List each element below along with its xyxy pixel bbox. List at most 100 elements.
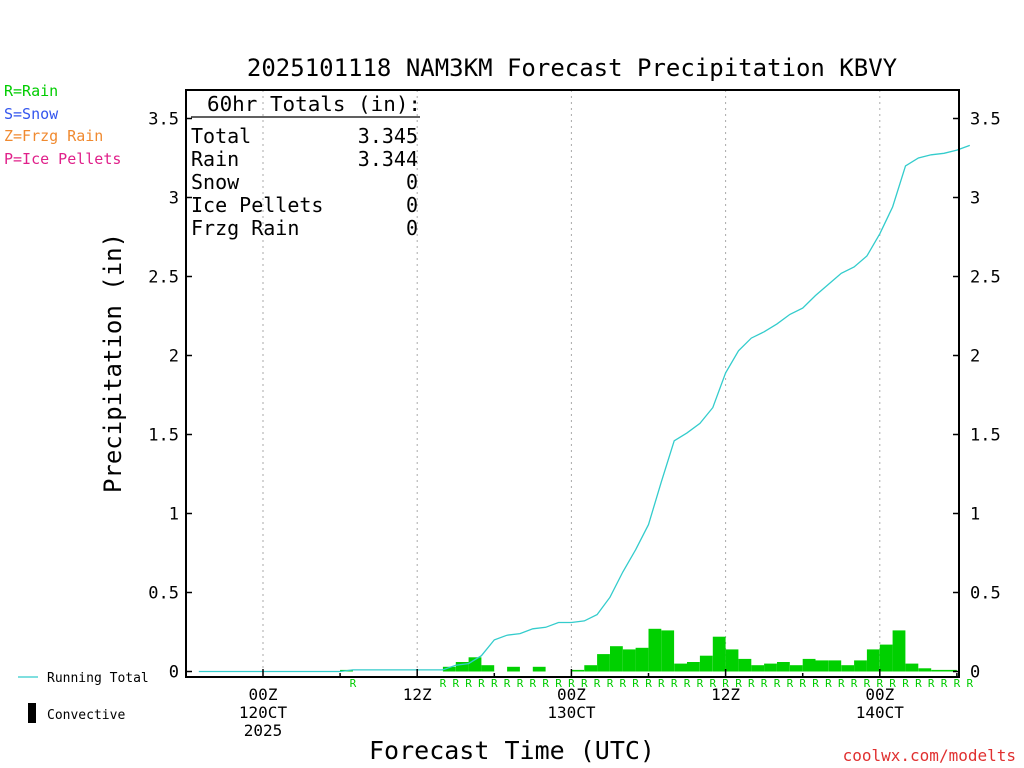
y-tick-label-left: 2.5 — [148, 268, 179, 288]
rain-bar — [442, 666, 456, 672]
rain-bar — [648, 628, 662, 672]
ptype-marker-rain: R — [748, 677, 755, 690]
ptype-marker-rain: R — [851, 677, 858, 690]
running-total-legend-label: Running Total — [47, 671, 149, 686]
ptype-marker-rain: R — [350, 677, 357, 690]
rain-bar — [764, 663, 777, 672]
ptype-marker-rain: R — [581, 677, 588, 690]
rain-bar — [674, 663, 687, 672]
y-tick-label-right: 0.5 — [970, 584, 1001, 604]
x-axis-label: Forecast Time (UTC) — [369, 736, 655, 765]
running-total-line — [198, 144, 971, 673]
convective-legend-swatch — [28, 703, 36, 723]
ptype-marker-rain: R — [761, 677, 768, 690]
ptype-marker-rain: R — [876, 677, 883, 690]
y-tick-label-left: 0.5 — [148, 584, 179, 604]
ptype-marker-rain: R — [529, 677, 536, 690]
x-tick-label: 120CT — [239, 703, 288, 722]
ptype-marker-rain: R — [697, 677, 704, 690]
convective-legend-label: Convective — [47, 708, 125, 723]
totals-label-rain: Rain — [191, 147, 239, 171]
legend-rain: R=Rain — [4, 82, 58, 100]
totals-header: 60hr Totals (in): — [207, 92, 421, 116]
x-tick-label: 12Z — [711, 685, 740, 704]
rain-bar — [610, 646, 623, 672]
rain-bar — [481, 665, 495, 672]
rain-bar — [802, 658, 816, 672]
ptype-marker-rain: R — [671, 677, 678, 690]
totals-value-total: 3.345 — [358, 124, 418, 148]
x-tick-label: 00Z — [865, 685, 894, 704]
y-tick-label-right: 3 — [970, 189, 980, 209]
totals-label-snow: Snow — [191, 170, 240, 194]
x-tick-label: 00Z — [557, 685, 586, 704]
rain-bar — [918, 668, 932, 672]
y-tick-label-right: 1.5 — [970, 426, 1001, 446]
rain-bar — [712, 636, 726, 672]
rain-bar — [584, 665, 598, 672]
ptype-marker-rain: R — [915, 677, 922, 690]
rain-bar — [571, 669, 585, 672]
rain-bar — [854, 660, 867, 672]
totals-label-total: Total — [191, 124, 251, 148]
totals-box: 60hr Totals (in): Total 3.345 Rain 3.344… — [191, 92, 421, 240]
x-tick-label: 00Z — [249, 685, 278, 704]
y-tick-label-left: 3.5 — [148, 110, 179, 130]
plot-frame — [185, 89, 960, 678]
rain-bar — [738, 658, 752, 672]
y-tick-label-left: 2 — [169, 347, 179, 367]
rain-bar — [661, 630, 675, 672]
rain-bar — [931, 669, 944, 672]
y-tick-label-right: 2.5 — [970, 268, 1001, 288]
y-tick-label-left: 1 — [169, 505, 179, 525]
rain-bar — [944, 669, 957, 672]
ptype-marker-rain: R — [709, 677, 716, 690]
rain-bar — [699, 655, 713, 672]
ptype-marker-rain: R — [941, 677, 948, 690]
x-tick-label: 12Z — [403, 685, 432, 704]
totals-value-snow: 0 — [406, 170, 418, 194]
legend-ice-pellets: P=Ice Pellets — [4, 150, 121, 168]
rain-bar — [455, 662, 469, 672]
x-tick-label: 130CT — [547, 703, 596, 722]
ptype-marker-rain: R — [491, 677, 498, 690]
ptype-marker-rain: R — [594, 677, 601, 690]
ptype-marker-rain: R — [799, 677, 806, 690]
ptype-marker-rain: R — [889, 677, 896, 690]
rain-bar — [905, 663, 919, 672]
ptype-marker-rain: R — [555, 677, 562, 690]
rain-bar — [687, 662, 700, 672]
totals-value-rain: 3.344 — [358, 147, 418, 171]
legend-frzg-rain: Z=Frzg Rain — [4, 127, 103, 145]
rain-bar — [507, 666, 520, 672]
ptype-marker-rain: R — [619, 677, 626, 690]
ptype-marker-rain: R — [568, 677, 575, 690]
totals-value-frzg-rain: 0 — [406, 216, 418, 240]
ptype-marker-rain: R — [658, 677, 665, 690]
y-tick-label-left: 0 — [169, 663, 179, 683]
ptype-marker-rain: R — [440, 677, 447, 690]
rain-bar — [725, 649, 739, 672]
vertical-gridlines — [262, 90, 881, 677]
ptype-marker-rain: R — [928, 677, 935, 690]
x-tick-label: 140CT — [856, 703, 905, 722]
ptype-marker-rain: R — [542, 677, 549, 690]
ptype-marker-rain: R — [774, 677, 781, 690]
ptype-marker-rain: R — [504, 677, 511, 690]
ptype-marker-rain: R — [722, 677, 729, 690]
rain-bar — [879, 644, 893, 672]
rain-bar — [635, 647, 649, 672]
rain-bar — [777, 662, 790, 672]
rain-bar — [622, 649, 636, 672]
totals-label-frzg-rain: Frzg Rain — [191, 216, 299, 240]
y-tick-label-right: 3.5 — [970, 110, 1001, 130]
x-tick-label: 2025 — [244, 721, 283, 740]
ptype-marker-rain: R — [902, 677, 909, 690]
rain-bar — [828, 660, 842, 672]
rain-bar — [841, 665, 855, 672]
ptype-legend: R=Rain S=Snow Z=Frzg Rain P=Ice Pellets — [4, 82, 121, 168]
y-tick-label-right: 0 — [970, 663, 980, 683]
